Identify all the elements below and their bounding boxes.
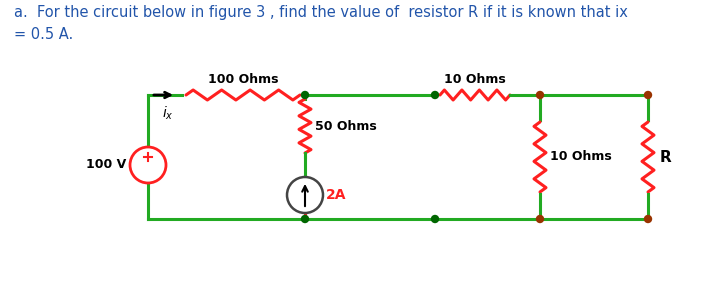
Circle shape	[536, 92, 543, 98]
Circle shape	[536, 216, 543, 222]
Text: 50 Ohms: 50 Ohms	[315, 119, 377, 133]
Text: 100 Ohms: 100 Ohms	[208, 73, 278, 86]
Text: 100 V: 100 V	[86, 158, 126, 172]
Circle shape	[644, 216, 651, 222]
Text: 2A: 2A	[326, 188, 347, 202]
Text: 10 Ohms: 10 Ohms	[444, 73, 506, 86]
Text: R: R	[660, 150, 672, 164]
Text: $i_x$: $i_x$	[162, 105, 173, 122]
Circle shape	[432, 216, 439, 222]
Circle shape	[301, 216, 308, 222]
Circle shape	[432, 92, 439, 98]
Text: a.  For the circuit below in figure 3 , find the value of  resistor R if it is k: a. For the circuit below in figure 3 , f…	[14, 5, 628, 20]
Circle shape	[644, 92, 651, 98]
Text: = 0.5 A.: = 0.5 A.	[14, 27, 73, 42]
Circle shape	[301, 92, 308, 98]
Text: 10 Ohms: 10 Ohms	[550, 150, 611, 164]
